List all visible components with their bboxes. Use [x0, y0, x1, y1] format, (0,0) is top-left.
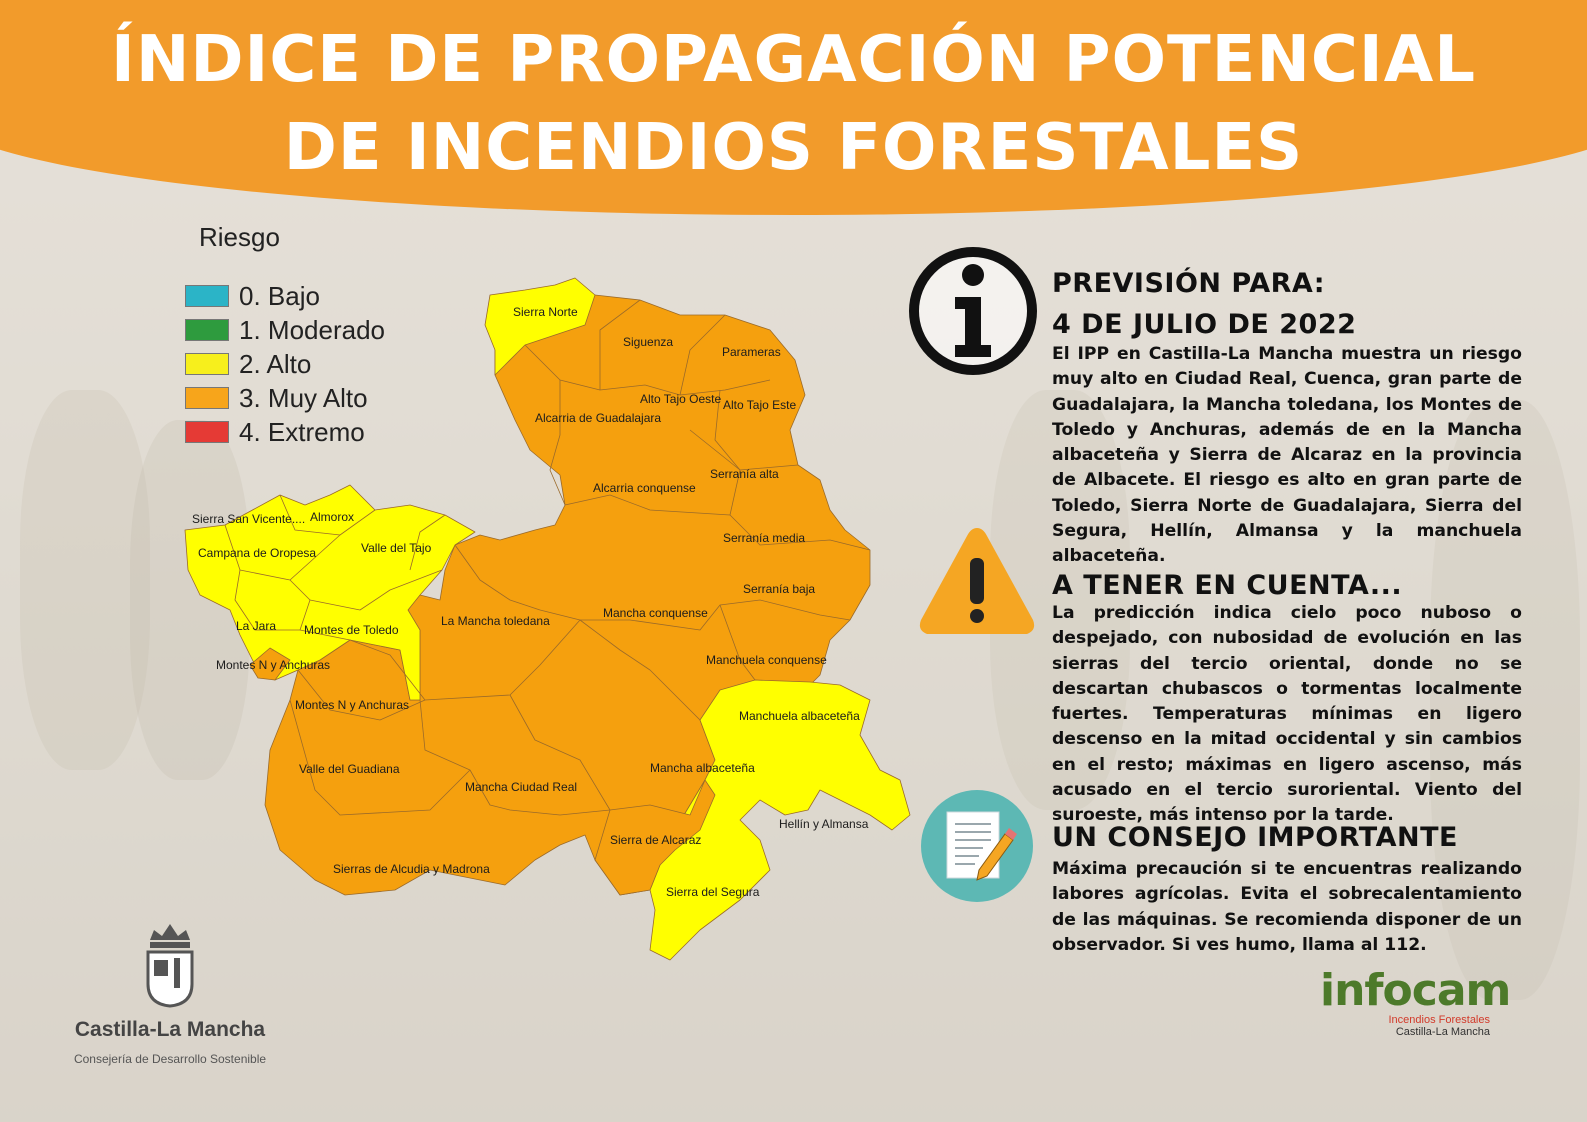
- legend-label: 3. Muy Alto: [239, 382, 368, 413]
- label-manchuela-albacetena: Manchuela albaceteña: [739, 709, 860, 723]
- zone-toledo-alto: [184, 484, 476, 701]
- label-sierra-alcaraz: Sierra de Alcaraz: [610, 833, 701, 847]
- clm-subtitle: Consejería de Desarrollo Sostenible: [73, 1052, 267, 1066]
- infocam-brand: infocam: [1320, 965, 1511, 1016]
- label-montes-toledo: Montes de Toledo: [304, 623, 399, 637]
- label-alcarria-guadalajara: Alcarria de Guadalajara: [535, 411, 661, 425]
- forecast-section: PREVISIÓN PARA: 4 DE JULIO DE 2022 El IP…: [1052, 268, 1522, 570]
- forecast-date: 4 DE JULIO DE 2022: [1052, 309, 1357, 340]
- legend-item-bajo: 0. Bajo: [185, 279, 385, 313]
- legend-swatch: [185, 387, 229, 409]
- legend-swatch: [185, 319, 229, 341]
- title-banner: [0, 0, 1587, 215]
- forecast-heading: PREVISIÓN PARA:: [1052, 268, 1326, 299]
- legend-item-moderado: 1. Moderado: [185, 313, 385, 347]
- label-alto-tajo-oeste: Alto Tajo Oeste: [640, 392, 721, 406]
- title-line-2: DE INCENDIOS FORESTALES: [283, 111, 1304, 185]
- infocam-logo: infocam Incendios Forestales Castilla-La…: [1320, 965, 1520, 1038]
- warning-icon: [919, 528, 1035, 634]
- advice-text: Máxima precaución si te encuentras reali…: [1052, 859, 1522, 955]
- infocam-line-2: Castilla-La Mancha: [1395, 1026, 1490, 1038]
- info-icon: [909, 247, 1037, 375]
- legend-swatch: [185, 285, 229, 307]
- label-sierra-norte: Sierra Norte: [513, 305, 578, 319]
- zone-sierra-norte: [484, 277, 596, 376]
- label-mancha-conquense: Mancha conquense: [603, 606, 708, 620]
- label-montes-n-anchuras-cr: Montes N y Anchuras: [295, 698, 409, 712]
- legend-label: 2. Alto: [239, 348, 312, 379]
- advice-section: UN CONSEJO IMPORTANTE Máxima precaución …: [1052, 822, 1522, 958]
- forecast-text: El IPP en Castilla-La Mancha muestra un …: [1052, 344, 1522, 567]
- label-serrania-baja: Serranía baja: [743, 582, 815, 596]
- legend-swatch: [185, 353, 229, 375]
- coat-of-arms-icon: [146, 924, 194, 1008]
- zone-montes-anchuras-to: [249, 647, 291, 681]
- map-labels: Sierra Norte Siguenza Parameras Alto Taj…: [192, 305, 869, 899]
- label-la-jara: La Jara: [236, 619, 276, 633]
- label-alcarria-conquense: Alcarria conquense: [593, 481, 696, 495]
- legend-label: 4. Extremo: [239, 416, 365, 447]
- castilla-la-mancha-logo: Castilla-La Mancha Consejería de Desarro…: [70, 920, 270, 1066]
- zone-sierra-alcaraz: [594, 779, 716, 896]
- legend-swatch: [185, 421, 229, 443]
- label-manchuela-conquense: Manchuela conquense: [706, 653, 827, 667]
- label-serrania-media: Serranía media: [723, 531, 805, 545]
- label-valle-tajo: Valle del Tajo: [361, 541, 432, 555]
- clm-name: Castilla-La Mancha: [74, 1018, 266, 1041]
- label-sierras-alcudia: Sierras de Alcudia y Madrona: [333, 862, 490, 876]
- legend-title: Riesgo: [199, 222, 280, 252]
- notice-heading: A TENER EN CUENTA...: [1052, 570, 1403, 601]
- label-mancha-ciudad-real: Mancha Ciudad Real: [465, 780, 577, 794]
- label-parameras: Parameras: [722, 345, 781, 359]
- label-mancha-albacetena: Mancha albaceteña: [650, 761, 755, 775]
- page-title: ÍNDICE DE PROPAGACIÓN POTENCIAL DE INCEN…: [0, 16, 1587, 192]
- document-pencil-icon: [921, 790, 1033, 902]
- label-alto-tajo-este: Alto Tajo Este: [723, 398, 796, 412]
- label-campana-oropesa: Campana de Oropesa: [198, 546, 316, 560]
- label-hellin-almansa: Hellín y Almansa: [779, 817, 869, 831]
- legend-item-muy-alto: 3. Muy Alto: [185, 381, 385, 415]
- map-legend: Riesgo 0. Bajo 1. Moderado 2. Alto 3. Mu…: [185, 222, 385, 449]
- label-siguenza: Siguenza: [623, 335, 673, 349]
- advice-heading: UN CONSEJO IMPORTANTE: [1052, 822, 1458, 853]
- legend-label: 0. Bajo: [239, 280, 320, 311]
- legend-item-extremo: 4. Extremo: [185, 415, 385, 449]
- label-sierra-san-vicente: Sierra San Vicente....: [192, 512, 305, 526]
- label-sierra-segura: Sierra del Segura: [666, 885, 760, 899]
- label-almorox: Almorox: [310, 510, 354, 524]
- legend-label: 1. Moderado: [239, 314, 385, 345]
- label-montes-n-anchuras-to: Montes N y Anchuras: [216, 658, 330, 672]
- legend-item-alto: 2. Alto: [185, 347, 385, 381]
- label-mancha-toledana: La Mancha toledana: [441, 614, 550, 628]
- notice-text: La predicción indica cielo poco nuboso o…: [1052, 603, 1522, 826]
- title-line-1: ÍNDICE DE PROPAGACIÓN POTENCIAL: [111, 23, 1476, 97]
- risk-map: Sierra Norte Siguenza Parameras Alto Taj…: [184, 277, 911, 961]
- label-valle-guadiana: Valle del Guadiana: [299, 762, 400, 776]
- notice-section: A TENER EN CUENTA... La predicción indic…: [1052, 570, 1522, 829]
- label-serrania-alta: Serranía alta: [710, 467, 779, 481]
- infocam-line-1: Incendios Forestales: [1388, 1014, 1491, 1026]
